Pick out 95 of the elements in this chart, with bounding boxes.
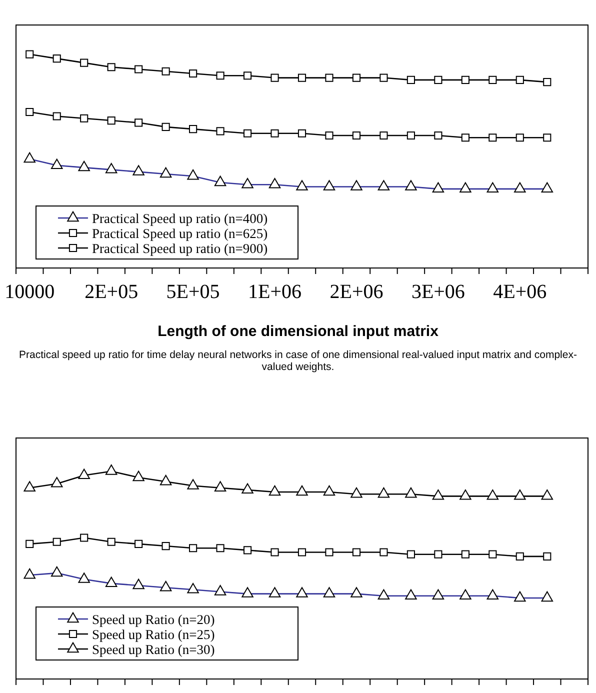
point — [514, 489, 526, 500]
x-axis-title: Length of one dimensional input matrix — [158, 323, 440, 340]
point — [432, 489, 444, 500]
point — [461, 134, 470, 142]
point — [162, 67, 170, 76]
point — [134, 65, 143, 74]
point — [216, 544, 224, 552]
point — [323, 485, 336, 496]
point — [352, 131, 361, 140]
point — [107, 538, 116, 546]
point — [50, 477, 63, 488]
point — [187, 479, 199, 490]
point — [543, 134, 552, 142]
point — [162, 542, 170, 550]
point — [434, 76, 442, 84]
point — [516, 76, 524, 84]
point — [80, 114, 88, 122]
point — [461, 550, 470, 558]
legend-label: Speed up Ratio (n=20) — [92, 612, 215, 627]
point — [405, 487, 417, 498]
x-tick-label: 1E+06 — [248, 281, 302, 304]
point — [189, 125, 198, 134]
point — [26, 540, 34, 548]
point — [296, 485, 308, 496]
point — [270, 548, 279, 556]
point — [298, 74, 306, 82]
point — [488, 134, 497, 142]
legend-label: Speed up Ratio (n=30) — [92, 642, 215, 657]
point — [488, 550, 497, 558]
point — [26, 108, 34, 116]
point — [380, 548, 388, 556]
point — [541, 489, 554, 500]
point — [105, 464, 118, 475]
point — [270, 74, 279, 82]
point — [243, 129, 252, 138]
point — [460, 489, 472, 500]
point — [52, 112, 61, 120]
x-tick-label: 3E+06 — [411, 281, 465, 304]
point — [543, 552, 552, 560]
point — [325, 74, 334, 82]
text: Practical speed up ratio for time delay neural networks in case of one dimensional real-valued input matrix and complex-valued weights. — [18, 349, 578, 373]
point — [325, 131, 334, 140]
point — [132, 470, 144, 482]
x-tick-label: 2E+06 — [330, 281, 384, 304]
point — [216, 127, 224, 136]
point — [80, 534, 88, 542]
point — [268, 485, 281, 496]
point — [107, 63, 116, 72]
point — [488, 76, 497, 84]
legend-label: Practical Speed up ratio (n=400) — [92, 211, 268, 226]
point — [160, 474, 172, 486]
point — [162, 122, 170, 131]
point — [378, 487, 390, 498]
point — [270, 129, 279, 138]
point — [243, 72, 252, 80]
point — [242, 483, 254, 494]
point — [350, 487, 362, 498]
point — [434, 131, 442, 140]
point — [486, 489, 499, 500]
point — [189, 544, 198, 552]
point — [52, 54, 61, 63]
point — [406, 550, 415, 558]
legend-label: Practical Speed up ratio (n=625) — [92, 226, 268, 241]
point — [352, 548, 361, 556]
point — [352, 74, 361, 82]
point — [26, 50, 34, 58]
point — [189, 69, 198, 78]
point — [543, 78, 552, 86]
point — [380, 74, 388, 82]
point — [325, 548, 334, 556]
point — [380, 131, 388, 140]
point — [78, 468, 90, 479]
point — [516, 134, 524, 142]
x-tick-label: 2E+05 — [84, 281, 138, 304]
point — [107, 116, 116, 125]
x-tick-label: 5E+05 — [166, 281, 220, 304]
point — [52, 538, 61, 546]
point — [214, 481, 226, 492]
point — [80, 58, 88, 67]
point — [406, 131, 415, 140]
x-tick-label: 4E+06 — [493, 281, 547, 304]
point — [298, 129, 306, 138]
x-tick-label: 10000 — [4, 281, 55, 304]
point — [134, 118, 143, 127]
point — [216, 72, 224, 80]
legend-label: Speed up Ratio (n=25) — [92, 627, 215, 642]
point — [24, 481, 36, 492]
point — [134, 540, 143, 548]
point — [406, 76, 415, 84]
point — [243, 546, 252, 554]
point — [298, 548, 306, 556]
point — [434, 550, 442, 558]
point — [516, 552, 524, 560]
legend-label: Practical Speed up ratio (n=900) — [92, 241, 268, 256]
point — [461, 76, 470, 84]
